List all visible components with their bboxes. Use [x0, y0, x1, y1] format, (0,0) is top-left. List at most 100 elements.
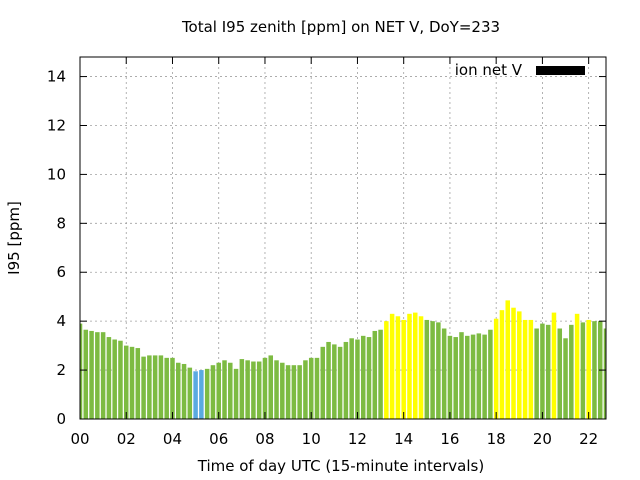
bar — [586, 319, 591, 419]
bar — [517, 311, 522, 419]
x-tick-label: 06 — [209, 430, 228, 448]
bars — [80, 300, 606, 419]
bar — [285, 365, 291, 419]
x-tick-label: 04 — [163, 430, 182, 448]
bar — [112, 339, 117, 419]
y-tick-label: 8 — [56, 214, 66, 232]
bar — [176, 362, 181, 419]
bar — [326, 341, 331, 419]
bar — [366, 337, 372, 419]
x-tick-label: 12 — [348, 430, 367, 448]
chart-title: Total I95 zenith [ppm] on NET V, DoY=233 — [181, 18, 500, 36]
legend-label: ion net V — [455, 61, 523, 79]
bar — [569, 324, 574, 419]
bar — [592, 321, 597, 419]
bar — [447, 335, 453, 419]
bar — [505, 300, 510, 419]
x-tick-label: 20 — [533, 430, 552, 448]
bar — [453, 337, 458, 419]
bar — [488, 329, 493, 419]
bar — [343, 341, 349, 419]
bar — [141, 356, 146, 419]
x-tick-label: 22 — [579, 430, 598, 448]
x-tick-label: 18 — [487, 430, 506, 448]
bar — [106, 337, 112, 419]
bar — [574, 313, 580, 419]
bar — [222, 360, 227, 419]
y-tick-label: 6 — [56, 263, 66, 281]
bar — [476, 333, 482, 419]
bar — [522, 319, 528, 419]
legend: ion net V — [455, 61, 585, 79]
bar — [511, 307, 516, 419]
x-tick-label: 16 — [440, 430, 459, 448]
bar — [332, 344, 337, 419]
y-tick-label: 12 — [47, 116, 66, 134]
bar — [274, 360, 279, 419]
bar — [297, 365, 302, 419]
bar — [401, 319, 406, 419]
bar — [320, 346, 326, 419]
bar — [158, 355, 164, 419]
bar — [540, 323, 545, 419]
bar — [557, 328, 563, 419]
bar — [563, 338, 568, 419]
bar — [251, 361, 256, 419]
bar — [337, 346, 343, 419]
bar — [412, 312, 418, 419]
y-tick-label: 0 — [56, 410, 66, 428]
bar — [430, 321, 435, 419]
bar — [164, 357, 169, 419]
x-tick-label: 14 — [394, 430, 413, 448]
bar — [551, 312, 557, 419]
bar — [441, 328, 447, 419]
bar — [170, 357, 175, 419]
bar — [100, 332, 106, 419]
bar — [204, 368, 210, 419]
x-tick-label: 02 — [117, 430, 136, 448]
plot-frame — [79, 56, 607, 420]
bar — [384, 321, 389, 419]
bar — [216, 362, 221, 419]
bar — [465, 335, 470, 419]
bar — [528, 319, 534, 419]
bar — [355, 339, 360, 419]
bar — [545, 324, 551, 419]
bar — [303, 360, 308, 419]
bar — [360, 335, 366, 419]
bar — [291, 365, 297, 419]
bar — [459, 332, 464, 419]
y-tick-label: 2 — [56, 361, 66, 379]
bar — [482, 334, 487, 419]
y-tick-label: 10 — [47, 165, 66, 183]
bar — [187, 367, 193, 419]
bar — [378, 329, 383, 419]
x-axis-label: Time of day UTC (15-minute intervals) — [197, 457, 484, 475]
bar — [418, 316, 424, 419]
bar — [424, 319, 430, 419]
bar — [389, 313, 395, 419]
bar — [534, 328, 539, 419]
x-tick-label: 00 — [70, 430, 89, 448]
bar — [199, 370, 204, 419]
bar — [262, 357, 268, 419]
bar — [245, 360, 250, 419]
bar — [80, 323, 83, 419]
bar — [118, 340, 123, 419]
bar — [239, 359, 245, 419]
bar — [470, 334, 476, 419]
bar — [152, 355, 158, 419]
bar — [436, 322, 441, 419]
bar — [95, 332, 100, 419]
bar — [147, 355, 152, 419]
legend-swatch — [536, 66, 585, 75]
bar — [129, 346, 135, 419]
x-tick-label: 08 — [255, 430, 274, 448]
bar — [135, 348, 141, 419]
bar — [228, 362, 233, 419]
bar — [308, 357, 314, 419]
bar — [123, 345, 129, 419]
bar — [268, 355, 274, 419]
